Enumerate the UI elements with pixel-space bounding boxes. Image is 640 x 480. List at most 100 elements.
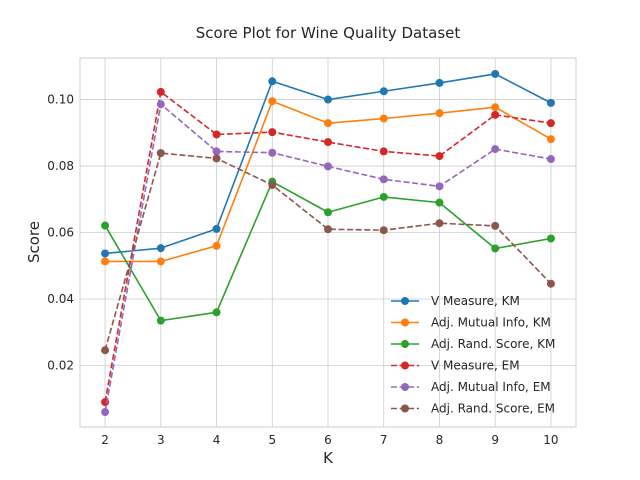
data-point [435,152,444,161]
data-point [212,147,221,156]
legend-item: V Measure, EM [391,359,520,373]
legend-swatch-marker [401,361,409,370]
legend-label: Adj. Rand. Score, EM [431,402,555,416]
x-tick-label: 10 [543,433,558,447]
data-point [156,257,165,266]
x-tick-label: 3 [157,433,165,447]
data-point [379,147,388,156]
data-point [268,148,277,157]
data-point [101,257,110,266]
series-lines [101,69,555,417]
data-point [324,162,332,171]
legend-item: V Measure, KM [391,294,520,308]
data-point [491,103,500,112]
legend-swatch-marker [401,340,409,348]
data-point [268,97,277,106]
legend-label: V Measure, KM [431,294,520,308]
legend: V Measure, KM Adj. Mutual Info, KM Adj. Ra… [391,294,555,416]
data-point [101,221,110,230]
x-tick-label: 6 [324,433,332,447]
data-point [435,109,444,118]
data-point [212,130,221,139]
data-point [156,244,165,253]
y-tick-label: 0.02 [47,359,74,373]
data-point [379,87,388,96]
legend-item: Adj. Rand. Score, EM [391,402,555,416]
data-point [491,110,500,119]
data-point [491,145,500,154]
legend-label: Adj. Rand. Score, KM [431,337,555,351]
chart-title: Score Plot for Wine Quality Dataset [196,24,461,42]
legend-swatch-marker [401,383,409,391]
data-point [324,95,332,104]
x-axis-label: K [323,449,334,467]
data-point [212,308,221,317]
plot-frame [79,57,577,428]
series-line [104,152,552,351]
data-point [491,221,500,230]
legend-label: Adj. Mutual Info, EM [431,380,551,394]
data-point [156,87,165,96]
legend-label: Adj. Mutual Info, KM [431,316,551,330]
data-point [268,128,277,137]
y-tick-label: 0.06 [47,226,74,240]
data-point [324,138,332,147]
data-point [546,279,555,288]
data-point [435,198,444,207]
data-point [546,135,555,144]
data-point [435,78,444,87]
y-tick-label: 0.10 [47,93,74,107]
data-point [546,98,555,107]
y-tick-label: 0.04 [47,292,74,306]
data-point [546,155,555,164]
data-point [212,224,221,233]
legend-item: Adj. Rand. Score, KM [391,337,555,351]
data-point [435,219,444,228]
x-tick-labels: 2 3 4 5 6 7 8 9 10 [101,433,558,447]
legend-label: V Measure, EM [431,359,520,373]
series-line [104,91,552,403]
legend-swatch-marker [401,297,409,305]
x-tick-label: 7 [380,433,388,447]
data-point [324,208,332,217]
x-tick-label: 9 [491,433,499,447]
data-point [268,180,277,189]
legend-item: Adj. Mutual Info, KM [391,316,551,330]
data-point [101,346,110,355]
legend-item: Adj. Mutual Info, EM [391,380,551,394]
data-point [101,408,110,417]
series-5 [101,100,555,417]
data-point [491,69,500,78]
y-tick-label: 0.08 [47,159,74,173]
data-point [324,225,332,234]
legend-swatch-marker [401,318,409,327]
data-point [156,100,165,109]
data-point [546,234,555,243]
data-point [268,77,277,86]
data-point [101,249,110,258]
x-tick-label: 2 [101,433,109,447]
data-point [156,316,165,325]
y-axis-label: Score [25,221,43,263]
series-6 [101,149,555,355]
legend-swatch-marker [401,404,409,413]
series-1 [101,69,555,258]
series-3 [101,177,555,325]
data-point [212,241,221,250]
series-2 [101,97,555,266]
x-tick-label: 8 [436,433,444,447]
data-point [491,244,500,253]
data-point [212,154,221,163]
data-point [379,114,388,123]
x-tick-label: 4 [213,433,221,447]
data-point [156,149,165,158]
data-point [379,226,388,235]
data-point [324,119,332,128]
data-point [435,182,444,191]
data-point [379,175,388,184]
data-point [379,192,388,201]
x-tick-label: 5 [268,433,276,447]
data-point [546,119,555,128]
y-tick-labels: 0.02 0.04 0.06 0.08 0.10 [47,93,74,373]
